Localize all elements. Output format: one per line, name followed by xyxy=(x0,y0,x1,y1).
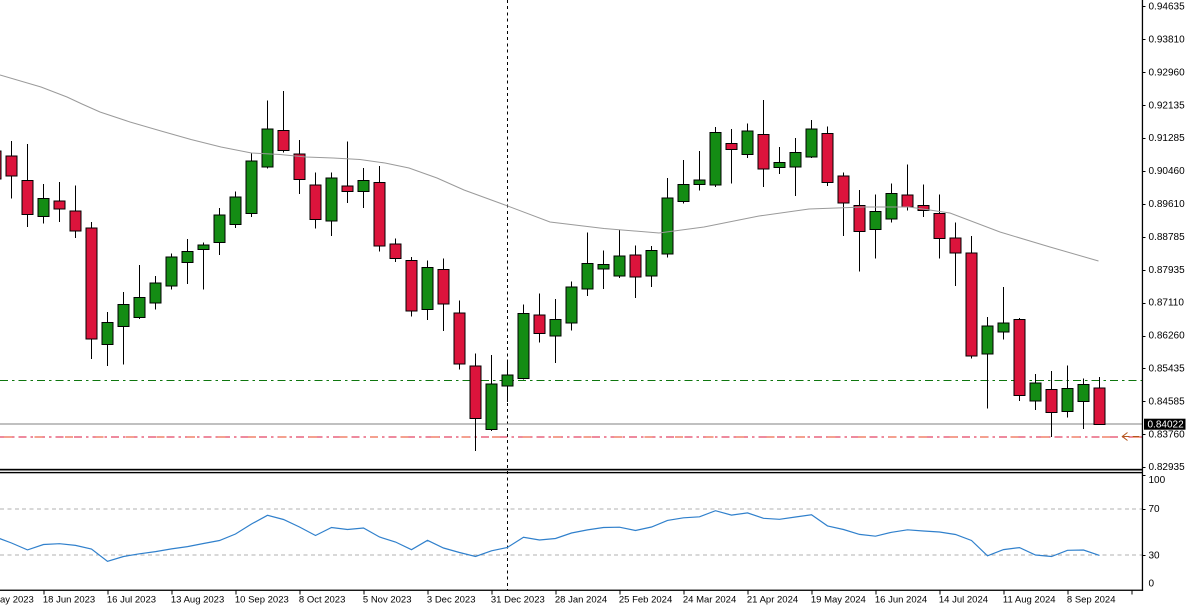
svg-text:0.84022: 0.84022 xyxy=(1148,420,1185,431)
svg-text:21 Apr 2024: 21 Apr 2024 xyxy=(747,595,798,606)
svg-text:13 Aug 2023: 13 Aug 2023 xyxy=(171,595,224,606)
svg-text:8 Sep 2024: 8 Sep 2024 xyxy=(1067,595,1116,606)
svg-text:5 Nov 2023: 5 Nov 2023 xyxy=(363,595,412,606)
svg-text:0.91285: 0.91285 xyxy=(1149,133,1186,144)
svg-text:0.94635: 0.94635 xyxy=(1149,2,1186,13)
svg-text:0: 0 xyxy=(1149,579,1155,590)
svg-text:0.86260: 0.86260 xyxy=(1149,331,1186,342)
svg-text:16 Jun 2024: 16 Jun 2024 xyxy=(875,595,927,606)
svg-text:100: 100 xyxy=(1149,475,1166,486)
svg-text:8 Oct 2023: 8 Oct 2023 xyxy=(299,595,345,606)
svg-text:21 May 2023: 21 May 2023 xyxy=(0,595,34,606)
svg-text:3 Dec 2023: 3 Dec 2023 xyxy=(427,595,476,606)
svg-text:70: 70 xyxy=(1149,504,1161,515)
svg-text:19 May 2024: 19 May 2024 xyxy=(811,595,866,606)
svg-text:31 Dec 2023: 31 Dec 2023 xyxy=(491,595,545,606)
svg-text:28 Jan 2024: 28 Jan 2024 xyxy=(555,595,607,606)
svg-text:0.89610: 0.89610 xyxy=(1149,199,1186,210)
svg-text:0.87110: 0.87110 xyxy=(1149,298,1185,309)
svg-text:14 Jul 2024: 14 Jul 2024 xyxy=(939,595,988,606)
svg-text:0.82935: 0.82935 xyxy=(1149,462,1186,473)
svg-text:0.83760: 0.83760 xyxy=(1149,429,1186,440)
svg-text:25 Feb 2024: 25 Feb 2024 xyxy=(619,595,672,606)
svg-text:30: 30 xyxy=(1149,550,1161,561)
svg-text:0.88785: 0.88785 xyxy=(1149,232,1186,243)
svg-text:0.92135: 0.92135 xyxy=(1149,100,1186,111)
svg-text:0.85435: 0.85435 xyxy=(1149,364,1186,375)
svg-text:18 Jun 2023: 18 Jun 2023 xyxy=(43,595,95,606)
svg-text:0.87935: 0.87935 xyxy=(1149,265,1186,276)
svg-text:11 Aug 2024: 11 Aug 2024 xyxy=(1003,595,1056,606)
svg-text:10 Sep 2023: 10 Sep 2023 xyxy=(235,595,289,606)
svg-text:0.90460: 0.90460 xyxy=(1149,166,1186,177)
svg-text:24 Mar 2024: 24 Mar 2024 xyxy=(683,595,736,606)
svg-text:0.93810: 0.93810 xyxy=(1149,35,1186,46)
svg-text:0.84585: 0.84585 xyxy=(1149,396,1186,407)
svg-text:0.92960: 0.92960 xyxy=(1149,67,1186,78)
svg-text:16 Jul 2023: 16 Jul 2023 xyxy=(107,595,156,606)
